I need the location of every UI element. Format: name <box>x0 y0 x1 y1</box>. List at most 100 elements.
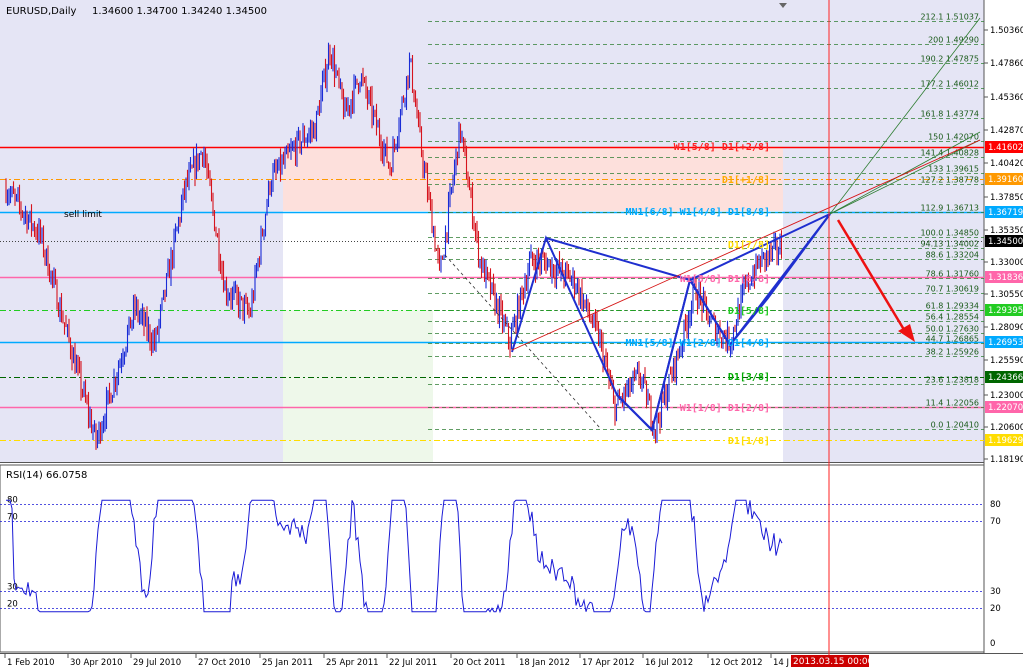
price-tick-label: 1.33000 <box>990 258 1023 268</box>
fibonacci-levels: 212.1 1.51037 200 1.49290 190.2 1.47875 177… <box>428 13 984 430</box>
fib-level-label: 112.9 1.36713 <box>920 204 979 213</box>
price-tag-label: 1.41602 <box>988 143 1023 153</box>
time-axis: 1 Feb 2010 30 Apr 2010 29 Jul 2010 27 Oct 2… <box>4 654 789 668</box>
price-tick-label: 1.47860 <box>990 59 1023 69</box>
harmonic-pattern-cd[interactable] <box>689 279 731 346</box>
fib-level-label: 44.7 1.26865 <box>926 335 979 344</box>
fib-level-label: 70.7 1.30619 <box>926 285 979 294</box>
murrey-labels: W1[5/8] D1[+2/8] D1[+1/8] MN1[6/8] W1[4/8]… <box>626 142 771 447</box>
fib-fan-line[interactable] <box>829 139 981 215</box>
price-axis: 1.50360 1.47860 1.45360 1.42870 1.40420 1.378… <box>984 26 1023 465</box>
price-tag-label: 1.19629 <box>988 436 1023 446</box>
murrey-level-label: D1[+1/8] <box>722 175 770 186</box>
price-tick-label: 1.45360 <box>990 93 1023 103</box>
fib-level-label: 177.2 1.46012 <box>920 80 979 89</box>
fib-level-label: 150 1.42070 <box>928 133 979 142</box>
harmonic-pattern-xab[interactable] <box>616 279 691 432</box>
time-tick-label: 22 Jul 2011 <box>389 658 437 668</box>
price-tag-label: 1.22070 <box>988 403 1023 413</box>
price-tag <box>985 336 1023 348</box>
fib-level-label: 50.0 1.27630 <box>926 325 979 334</box>
price-tag-label: 1.36719 <box>988 208 1023 218</box>
price-tag <box>985 434 1023 446</box>
price-tag-label: 1.39160 <box>988 175 1023 185</box>
fib-level-label: 94.13 1.34002 <box>920 240 979 249</box>
price-tag <box>985 304 1023 316</box>
symbol-timeframe: EURUSD,Daily <box>6 6 77 17</box>
cursor-time-label: 2013.03.15 00:00 <box>793 657 874 667</box>
murrey-level-label: D1[7/8] <box>728 240 770 251</box>
price-tag <box>985 141 1023 153</box>
murrey-level-label: W1[3/8] D1[6/8] <box>680 274 770 285</box>
time-tick-label: 12 Oct 2012 <box>710 658 763 668</box>
fib-level-label: 56.4 1.28554 <box>926 313 979 322</box>
price-tick-label: 1.42870 <box>990 126 1023 136</box>
price-tag <box>985 401 1023 413</box>
time-tick-label: 20 Oct 2011 <box>453 658 506 668</box>
fib-level-label: 61.8 1.29334 <box>926 302 979 311</box>
fib-level-label: 212.1 1.51037 <box>920 13 979 22</box>
fib-level-label: 133 1.39615 <box>928 165 979 174</box>
arrow-head-icon <box>898 324 915 342</box>
fib-level-label: 127.2 1.38778 <box>920 176 979 185</box>
price-tick-label: 1.40420 <box>990 159 1023 169</box>
murrey-level-label: W1[1/8] D1[2/8] <box>680 403 770 414</box>
fib-level-label: 100.0 1.34850 <box>920 229 979 238</box>
fib-level-label: 38.2 1.25926 <box>926 348 979 357</box>
murrey-level-label: D1[5/8] <box>728 306 770 317</box>
rsi-left-label: 30 <box>7 583 18 593</box>
time-tick-label: 16 Jul 2012 <box>645 658 693 668</box>
time-tick-label: 29 Jul 2010 <box>133 658 181 668</box>
time-tick-label: 30 Apr 2010 <box>70 658 123 668</box>
time-tick-label: 27 Oct 2010 <box>198 658 251 668</box>
support-zone <box>283 310 433 462</box>
murrey-level-label: W1[5/8] D1[+2/8] <box>674 142 770 153</box>
fib-fan-line[interactable] <box>829 17 981 215</box>
fib-level-label: 23.6 1.23818 <box>926 376 979 385</box>
chart-shift-marker-icon[interactable] <box>779 3 787 8</box>
price-tick-label: 1.28090 <box>990 323 1023 333</box>
dashed-trend-line[interactable] <box>444 254 601 429</box>
rsi-axis-label: 30 <box>990 587 1001 597</box>
fib-level-label: 190.2 1.47875 <box>920 55 979 64</box>
fib-fan-line[interactable] <box>829 131 981 215</box>
murrey-level-label: D1[3/8] <box>728 372 770 383</box>
fib-level-label: 11.4 1.22056 <box>926 399 979 408</box>
time-tick-label: 25 Apr 2011 <box>326 658 379 668</box>
rsi-axis-label: 0 <box>990 639 995 649</box>
price-tag <box>985 371 1023 383</box>
rsi-left-label: 20 <box>7 600 18 610</box>
rsi-axis-label: 20 <box>990 604 1001 614</box>
murrey-level-label: MN1[6/8] W1[4/8] D1[8/8] <box>626 207 771 218</box>
time-tick-label: 25 Jan 2011 <box>262 658 313 668</box>
price-tick-label: 1.25590 <box>990 356 1023 366</box>
price-tag-label: 1.29395 <box>988 306 1023 316</box>
rsi-line <box>6 499 783 614</box>
ohlc-readout: 1.34600 1.34700 1.34240 1.34500 <box>92 6 267 17</box>
price-tag-label: 1.31836 <box>988 273 1023 283</box>
price-tick-label: 1.37850 <box>990 193 1023 203</box>
fib-level-label: 88.6 1.33204 <box>926 251 979 260</box>
price-tick-label: 1.35350 <box>990 226 1023 236</box>
fib-level-label: 141.4 1.40828 <box>920 149 979 158</box>
price-tag <box>985 235 1023 247</box>
price-tag <box>985 271 1023 283</box>
trend-line[interactable] <box>511 139 981 351</box>
sell-arrow[interactable] <box>836 219 908 334</box>
time-tick-label: 18 Jan 2012 <box>519 658 570 668</box>
fib-level-label: 161.8 1.43774 <box>920 110 979 119</box>
price-tag-label: 1.26953 <box>988 338 1023 348</box>
price-tick-label: 1.23000 <box>990 391 1023 401</box>
rsi-axis-label: 70 <box>990 517 1001 527</box>
price-tick-label: 1.18190 <box>990 455 1023 465</box>
rsi-label: RSI(14) 66.0758 <box>6 470 87 481</box>
fib-level-label: 78.6 1.31760 <box>926 270 979 279</box>
sell-limit-label: sell limit <box>64 210 102 220</box>
rsi-left-label: 80 <box>7 496 18 506</box>
rsi-pane-background <box>0 464 985 653</box>
murrey-level-label: D1[1/8] <box>728 436 770 447</box>
cursor-time-badge <box>791 655 869 667</box>
